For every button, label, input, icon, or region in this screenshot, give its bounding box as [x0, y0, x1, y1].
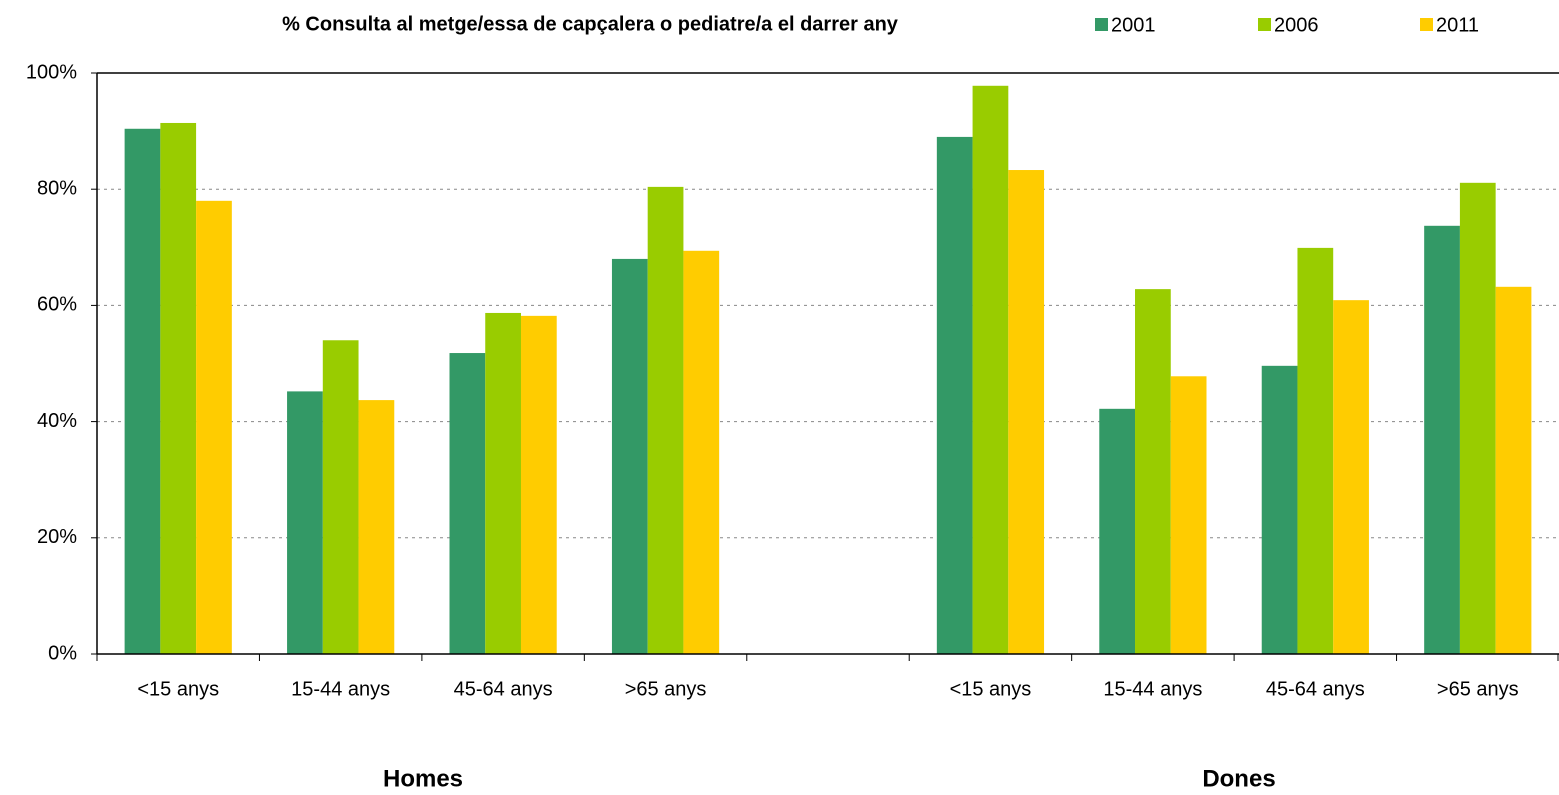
bar	[936, 136, 973, 654]
x-tick-label: 15-44 anys	[1103, 678, 1202, 700]
y-tick-label: 80%	[37, 177, 77, 199]
bar	[1297, 247, 1334, 655]
y-tick-label: 40%	[37, 410, 77, 432]
x-tick-label: 15-44 anys	[291, 678, 390, 700]
legend-label: 2006	[1274, 14, 1319, 36]
bar	[1261, 365, 1298, 654]
bar	[358, 400, 395, 654]
x-tick-label: >65 anys	[625, 678, 707, 700]
y-tick-label: 20%	[37, 526, 77, 548]
bar	[287, 391, 323, 654]
x-tick-label: 45-64 anys	[1266, 678, 1365, 700]
chart-title: % Consulta al metge/essa de capçalera o …	[282, 13, 899, 35]
bar	[1099, 408, 1136, 654]
legend-swatch	[1420, 18, 1433, 31]
group-label: Dones	[1202, 765, 1275, 792]
bar	[196, 200, 232, 654]
legend-label: 2011	[1436, 14, 1479, 36]
bar	[160, 122, 197, 654]
legend-swatch	[1258, 18, 1271, 31]
x-tick-label: >65 anys	[1437, 678, 1519, 700]
bar	[124, 128, 161, 654]
bar	[1424, 225, 1460, 655]
group-label: Homes	[383, 765, 463, 792]
x-tick-label: 45-64 anys	[454, 678, 553, 700]
bar	[485, 312, 521, 654]
bar	[449, 353, 486, 654]
y-tick-label: 0%	[48, 642, 77, 664]
bar	[322, 340, 359, 654]
bar	[1135, 289, 1171, 654]
bar	[1008, 170, 1045, 655]
x-tick-label: <15 anys	[137, 678, 219, 700]
legend-label: 2001	[1111, 14, 1156, 36]
y-tick-label: 100%	[26, 61, 77, 83]
bar	[1459, 182, 1496, 654]
bar	[611, 258, 648, 654]
bar	[1333, 300, 1369, 654]
bar	[647, 186, 684, 654]
bar	[683, 250, 720, 654]
legend-swatch	[1095, 18, 1108, 31]
y-tick-label: 60%	[37, 294, 77, 316]
bar	[520, 315, 557, 654]
bar	[1170, 376, 1207, 654]
x-tick-label: <15 anys	[950, 678, 1032, 700]
bar	[1495, 286, 1532, 654]
bar	[972, 85, 1009, 655]
